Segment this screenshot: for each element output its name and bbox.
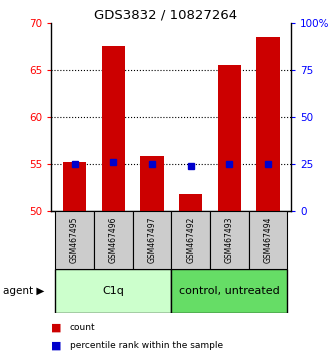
Text: agent ▶: agent ▶	[3, 286, 45, 296]
Bar	[94, 211, 133, 269]
Text: GSM467497: GSM467497	[147, 217, 157, 263]
Bar	[55, 269, 171, 313]
Text: count: count	[70, 323, 95, 332]
Bar	[55, 211, 94, 269]
Bar	[179, 194, 202, 211]
Bar	[140, 156, 164, 211]
Bar	[171, 211, 210, 269]
Text: percentile rank within the sample: percentile rank within the sample	[70, 341, 223, 350]
Text: ■: ■	[51, 340, 62, 350]
Bar	[249, 211, 287, 269]
Bar	[171, 269, 287, 313]
Bar	[218, 65, 241, 211]
Bar	[133, 211, 171, 269]
Bar	[102, 46, 125, 211]
Text: GDS3832 / 10827264: GDS3832 / 10827264	[94, 9, 237, 22]
Text: C1q: C1q	[102, 286, 124, 296]
Text: GSM467492: GSM467492	[186, 217, 195, 263]
Text: control, untreated: control, untreated	[179, 286, 280, 296]
Text: ■: ■	[51, 322, 62, 332]
Text: GSM467494: GSM467494	[263, 217, 272, 263]
Bar	[210, 211, 249, 269]
Text: GSM467493: GSM467493	[225, 217, 234, 263]
Bar	[63, 162, 86, 211]
Text: GSM467495: GSM467495	[70, 217, 79, 263]
Bar	[257, 37, 280, 211]
Text: GSM467496: GSM467496	[109, 217, 118, 263]
